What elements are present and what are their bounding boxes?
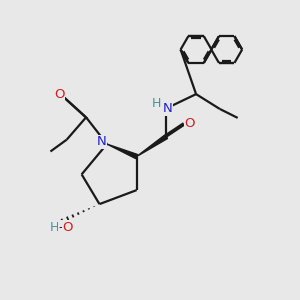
Text: -: - xyxy=(58,221,63,234)
Text: O: O xyxy=(184,117,195,130)
Text: O: O xyxy=(62,221,73,234)
Polygon shape xyxy=(107,144,137,159)
Text: N: N xyxy=(163,102,173,115)
Text: N: N xyxy=(97,135,106,148)
Text: H: H xyxy=(49,221,59,234)
Text: H: H xyxy=(152,98,161,110)
Text: O: O xyxy=(54,88,64,100)
Polygon shape xyxy=(136,135,168,157)
